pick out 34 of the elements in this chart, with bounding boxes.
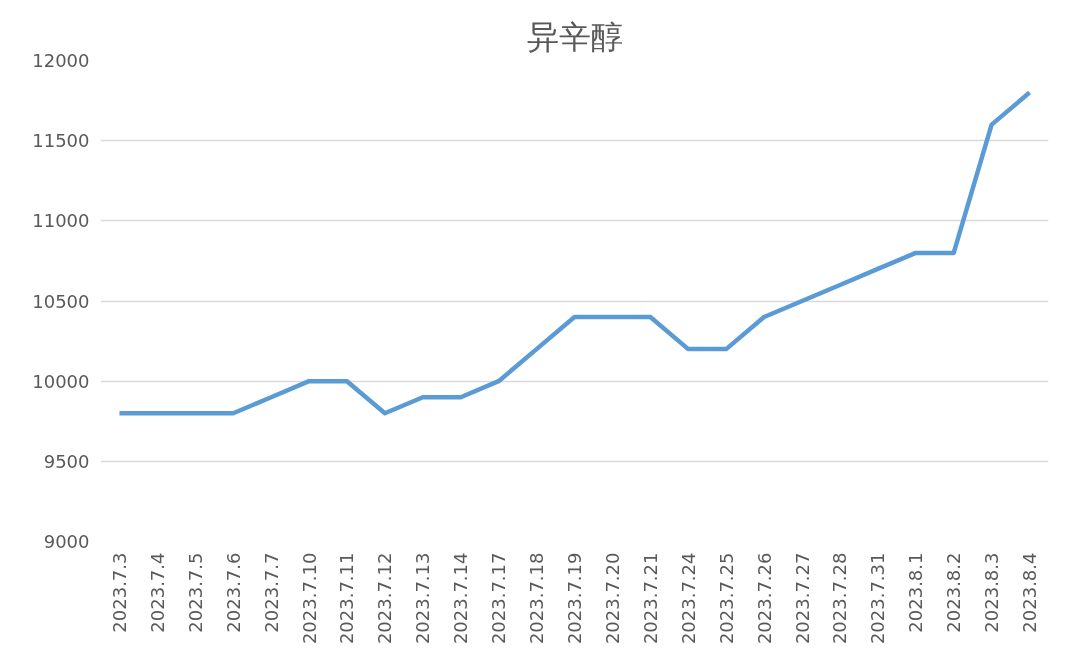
- x-tick-label: 2023.7.21: [639, 552, 661, 645]
- x-tick-label: 2023.7.4: [146, 552, 168, 633]
- x-tick-label: 2023.7.19: [564, 552, 585, 645]
- x-tick-label: 2023.8.1: [905, 552, 927, 633]
- x-tick-label: 2023.7.7: [260, 552, 282, 633]
- x-tick-label: 2023.7.26: [753, 552, 775, 645]
- x-tick-label: 2023.7.13: [412, 552, 434, 645]
- x-tick-label: 2023.7.5: [184, 552, 206, 633]
- x-tick-label: 2023.7.18: [526, 552, 548, 645]
- x-tick-label: 2023.7.14: [450, 552, 472, 645]
- x-tick-label: 2023.7.25: [715, 552, 737, 645]
- x-tick-label: 2023.7.17: [488, 552, 510, 645]
- y-tick-label: 11000: [32, 210, 90, 232]
- x-tick-label: 2023.7.20: [601, 552, 623, 645]
- x-tick-label: 2023.7.11: [336, 552, 358, 645]
- x-tick-label: 2023.8.2: [943, 552, 965, 633]
- x-tick-label: 2023.7.28: [829, 552, 851, 645]
- x-tick-label: 2023.8.3: [981, 552, 1003, 633]
- x-tick-label: 2023.7.10: [298, 552, 320, 645]
- x-tick-label: 2023.7.27: [791, 552, 813, 645]
- x-tick-label: 2023.8.4: [1019, 552, 1041, 633]
- y-tick-label: 11500: [32, 130, 90, 152]
- x-tick-label: 2023.7.31: [867, 552, 889, 645]
- y-tick-label: 10000: [32, 370, 90, 392]
- y-tick-label: 9500: [43, 450, 90, 472]
- y-tick-label: 10500: [32, 290, 90, 312]
- line-series: [117, 90, 1032, 416]
- y-tick-label: 9000: [43, 531, 90, 552]
- x-tick-label: 2023.7.12: [374, 552, 396, 645]
- chart-title: 异辛醇: [526, 17, 623, 56]
- y-tick-label: 12000: [32, 50, 90, 71]
- x-tick-label: 2023.7.24: [677, 552, 699, 645]
- x-tick-label: 2023.7.3: [108, 552, 130, 633]
- x-tick-label: 2023.7.6: [222, 552, 244, 633]
